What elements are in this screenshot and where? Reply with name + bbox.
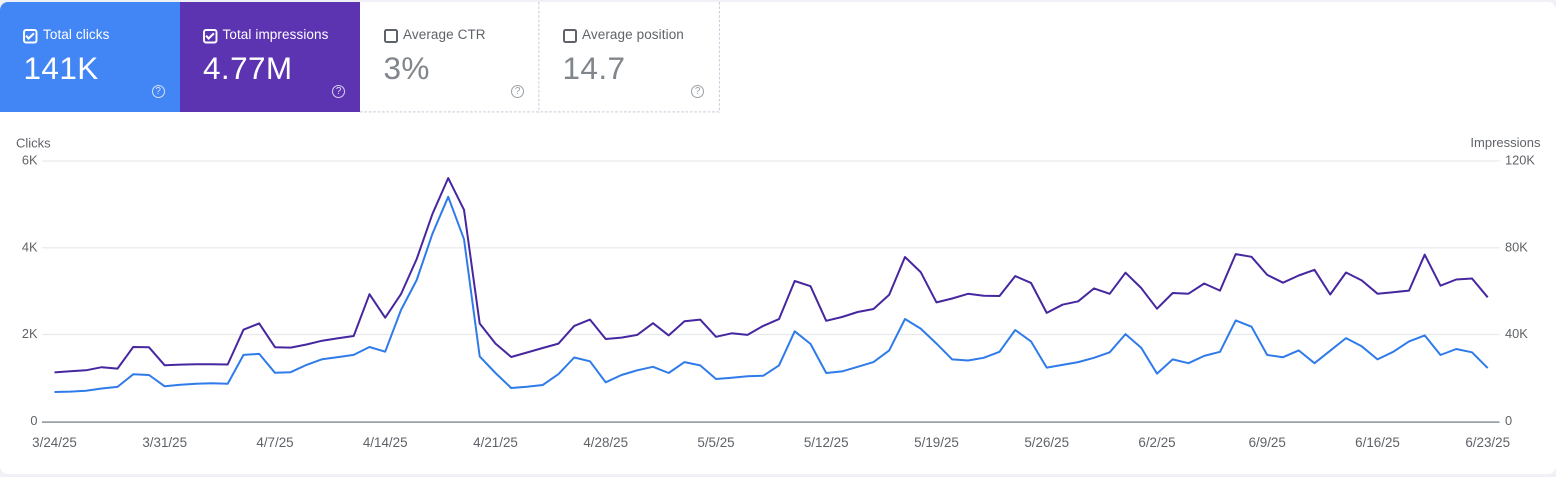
- svg-text:5/26/25: 5/26/25: [1024, 435, 1069, 450]
- svg-text:4/21/25: 4/21/25: [473, 435, 518, 450]
- svg-text:0: 0: [1505, 413, 1512, 428]
- svg-text:5/19/25: 5/19/25: [914, 435, 959, 450]
- svg-text:6/9/25: 6/9/25: [1249, 435, 1286, 450]
- svg-text:6/16/25: 6/16/25: [1355, 435, 1400, 450]
- svg-text:4/28/25: 4/28/25: [583, 435, 628, 450]
- svg-text:80K: 80K: [1505, 240, 1528, 255]
- svg-text:0: 0: [30, 413, 37, 428]
- svg-text:4/14/25: 4/14/25: [363, 435, 408, 450]
- svg-text:40K: 40K: [1505, 326, 1528, 341]
- svg-text:6/23/25: 6/23/25: [1465, 435, 1510, 450]
- svg-text:2K: 2K: [22, 326, 38, 341]
- svg-text:6/2/25: 6/2/25: [1138, 435, 1175, 450]
- svg-text:5/12/25: 5/12/25: [804, 435, 849, 450]
- svg-text:3/24/25: 3/24/25: [32, 435, 77, 450]
- svg-text:120K: 120K: [1505, 153, 1535, 168]
- svg-text:6K: 6K: [22, 153, 38, 168]
- svg-text:3/31/25: 3/31/25: [142, 435, 187, 450]
- svg-text:4K: 4K: [22, 240, 38, 255]
- svg-text:Clicks: Clicks: [16, 136, 51, 151]
- svg-text:Impressions: Impressions: [1470, 135, 1541, 150]
- svg-text:4/7/25: 4/7/25: [256, 435, 293, 450]
- svg-text:5/5/25: 5/5/25: [697, 435, 734, 450]
